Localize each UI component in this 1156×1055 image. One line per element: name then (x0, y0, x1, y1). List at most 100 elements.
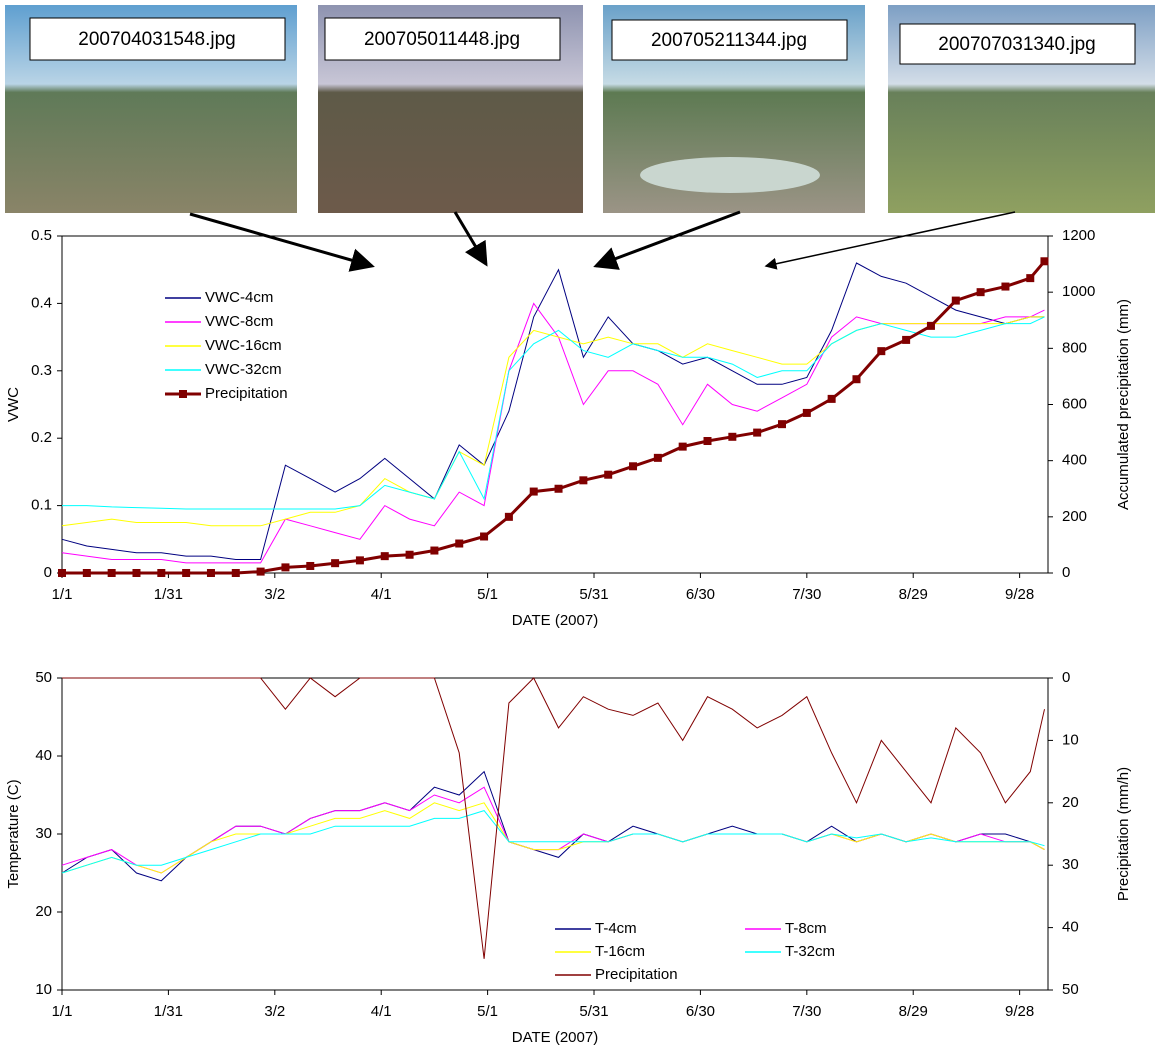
plot-frame (61, 677, 1049, 991)
data-point (579, 476, 588, 485)
y2-tick-label: 30 (1062, 856, 1079, 873)
y2-tick-label: 0 (1062, 669, 1070, 686)
legend-label: VWC-4cm (205, 289, 273, 306)
x-tick-label: 3/2 (264, 586, 285, 603)
series-line (62, 677, 1045, 959)
y-tick-label: 0 (44, 564, 52, 581)
y2-tick-label: 20 (1062, 794, 1079, 811)
photo-label: 200707031340.jpg (938, 34, 1095, 55)
data-point (455, 539, 464, 548)
x-tick-label: 1/31 (154, 586, 183, 603)
y2-tick-label: 200 (1062, 508, 1087, 525)
data-point (827, 394, 836, 403)
series-line (61, 810, 1045, 874)
photo-label: 200705211344.jpg (651, 30, 807, 51)
legend-label: T-4cm (595, 920, 637, 937)
data-point (678, 442, 687, 451)
x-tick-label: 9/28 (1005, 586, 1034, 603)
x-tick-label: 1/1 (52, 1003, 73, 1020)
arrow (764, 211, 1016, 270)
x-tick-label: 6/30 (686, 1003, 715, 1020)
legend-marker (179, 390, 187, 398)
data-point (256, 567, 265, 576)
legend-label: T-16cm (595, 943, 645, 960)
photo-label: 200705011448.jpg (364, 29, 520, 50)
data-point (82, 569, 91, 577)
series-line (61, 316, 1045, 527)
data-point (777, 420, 786, 429)
y-tick-label: 40 (35, 747, 52, 764)
legend-label: VWC-16cm (205, 337, 282, 354)
x-tick-label: 9/28 (1005, 1003, 1034, 1020)
series-line (61, 802, 1045, 874)
x-axis-label: DATE (2007) (512, 1029, 598, 1046)
y-tick-label: 30 (35, 825, 52, 842)
x-tick-label: 1/31 (154, 1003, 183, 1020)
y-tick-label: 0.5 (31, 227, 52, 244)
data-point (107, 569, 116, 577)
y-tick-label: 0.4 (31, 294, 52, 311)
x-tick-label: 4/1 (371, 586, 392, 603)
data-point (281, 563, 290, 572)
legend-label: VWC-32cm (205, 361, 282, 378)
y2-tick-label: 0 (1062, 564, 1070, 581)
x-tick-label: 5/31 (579, 586, 608, 603)
puddle (640, 157, 820, 193)
data-point (529, 487, 538, 496)
series-line (61, 262, 1045, 560)
arrows (189, 210, 1016, 272)
x-tick-label: 5/1 (477, 1003, 498, 1020)
x-tick-label: 8/29 (899, 1003, 928, 1020)
photo-label-box (29, 17, 286, 61)
series-line (61, 770, 1045, 882)
x-tick-label: 3/2 (264, 1003, 285, 1020)
data-point (380, 552, 389, 561)
data-point (629, 462, 638, 471)
x-tick-label: 4/1 (371, 1003, 392, 1020)
y2-tick-label: 400 (1062, 452, 1087, 469)
data-point (554, 484, 563, 493)
data-point (504, 512, 513, 521)
y2-tick-label: 10 (1062, 731, 1079, 748)
photos: 200704031548.jpg 200705011448.jpg 200705… (5, 5, 1155, 213)
data-point (728, 432, 737, 441)
data-point (902, 335, 911, 344)
y2-tick-label: 800 (1062, 339, 1087, 356)
data-point (926, 321, 935, 330)
data-point (877, 347, 886, 356)
data-point (331, 559, 340, 568)
y-tick-label: 50 (35, 669, 52, 686)
data-point (753, 428, 762, 437)
legend-label: T-32cm (785, 943, 835, 960)
y-tick-label: 0.2 (31, 429, 52, 446)
data-point (231, 569, 240, 577)
arrow (453, 211, 488, 267)
legend-label: VWC-8cm (205, 313, 273, 330)
x-tick-label: 6/30 (686, 586, 715, 603)
photo-label: 200704031548.jpg (78, 29, 235, 50)
data-point (703, 437, 712, 446)
y2-tick-label: 1200 (1062, 227, 1095, 244)
data-point (58, 569, 66, 577)
y2-axis-label: Accumulated precipitation (mm) (1115, 299, 1132, 510)
series-line (62, 316, 1045, 510)
y-tick-label: 0.1 (31, 497, 52, 514)
series-line (61, 786, 1045, 874)
x-axis-label: DATE (2007) (512, 612, 598, 629)
data-point (306, 561, 315, 570)
x-tick-label: 7/30 (792, 586, 821, 603)
legend-label: Precipitation (595, 966, 678, 983)
legend-label: T-8cm (785, 920, 827, 937)
data-point (132, 569, 141, 577)
y2-tick-label: 600 (1062, 395, 1087, 412)
plot-frame (61, 235, 1049, 574)
data-point (604, 470, 613, 479)
y-axis-label: VWC (5, 387, 22, 422)
data-point (951, 296, 960, 305)
x-tick-label: 5/1 (477, 586, 498, 603)
photo-label-box (611, 19, 848, 61)
y2-tick-label: 1000 (1062, 283, 1095, 300)
photo-label-box (899, 23, 1136, 65)
series-line (62, 260, 1046, 575)
